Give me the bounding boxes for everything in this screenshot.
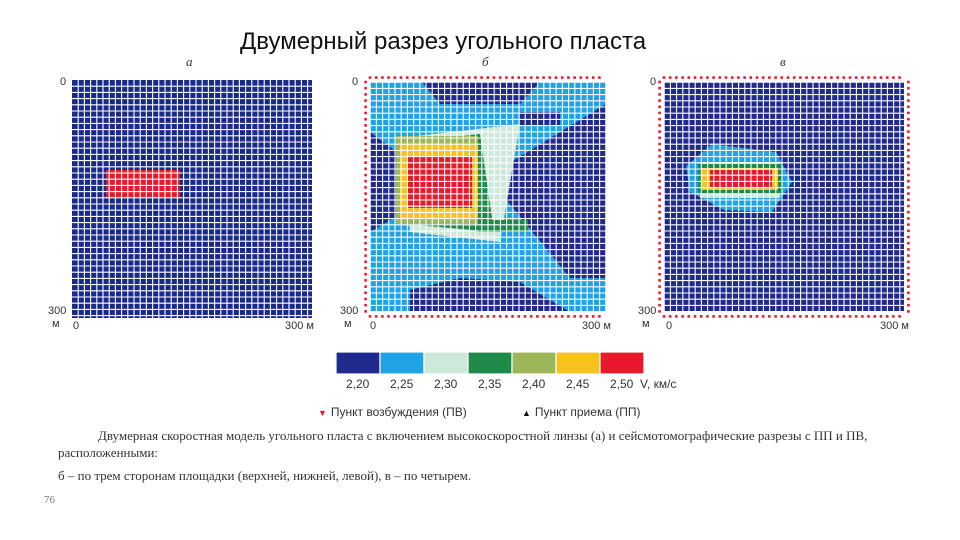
receiver-point-legend: ▲ Пункт приема (ПП) bbox=[522, 405, 640, 419]
panel-a-velocity-grid bbox=[72, 80, 312, 318]
receiver-point-label: Пункт приема (ПП) bbox=[534, 405, 641, 419]
panel-b-letter: б bbox=[482, 54, 489, 69]
panel-a-letter: а bbox=[186, 54, 193, 69]
scale-swatch-5 bbox=[555, 352, 601, 375]
page-number: 76 bbox=[44, 494, 55, 506]
scale-tick-0: 2,20 bbox=[346, 377, 370, 391]
panel-a-background bbox=[72, 80, 312, 318]
scale-swatch-1 bbox=[379, 352, 425, 375]
panel-a-y-bottom-label: 300 bbox=[48, 305, 67, 317]
velocity-unit-label: V, км/с bbox=[640, 377, 677, 391]
panel-c-y-bottom-label: 300 bbox=[638, 305, 657, 317]
panel-c-y-top-label: 0 bbox=[650, 76, 657, 88]
high-velocity-lens bbox=[106, 170, 180, 198]
velocity-color-scale bbox=[336, 352, 645, 375]
grid-lines bbox=[658, 76, 910, 318]
scale-tick-2: 2,30 bbox=[434, 377, 458, 391]
caption-sub: б – по трем сторонам площадки (верхней, … bbox=[58, 468, 472, 483]
panel-c-letter: в bbox=[780, 54, 786, 69]
panel-c-y-unit-label: м bbox=[642, 318, 650, 330]
panel-b-y-unit-label: м bbox=[344, 318, 352, 330]
panel-b-x-left-label: 0 bbox=[370, 320, 377, 332]
scale-tick-3: 2,35 bbox=[478, 377, 502, 391]
panel-b-tomography-grid bbox=[364, 76, 608, 318]
velocity-zone-red bbox=[408, 156, 472, 208]
panel-c-tomography-grid bbox=[658, 76, 910, 318]
scale-swatch-0 bbox=[336, 352, 381, 375]
source-marker-icon: ▼ bbox=[318, 408, 327, 418]
source-point-legend: ▼ Пункт возбуждения (ПВ) bbox=[318, 405, 467, 419]
velocity-tail-green bbox=[478, 220, 528, 232]
scale-swatch-6 bbox=[599, 352, 645, 375]
figure-caption: Двумерная скоростная модель угольного пл… bbox=[58, 427, 918, 484]
scale-tick-6: 2,50 bbox=[610, 377, 634, 391]
slide-title: Двумерный разрез угольного пласта bbox=[240, 28, 647, 55]
grid-lines bbox=[72, 80, 312, 318]
panel-b-y-top-label: 0 bbox=[352, 76, 359, 88]
source-receiver-markers bbox=[658, 76, 910, 318]
scale-swatch-2 bbox=[423, 352, 469, 375]
panel-a-y-top-label: 0 bbox=[60, 76, 67, 88]
panel-c-x-right-label: 300 м bbox=[880, 320, 909, 332]
scale-tick-1: 2,25 bbox=[390, 377, 414, 391]
panel-a-x-left-label: 0 bbox=[73, 320, 80, 332]
panel-b-x-right-label: 300 м bbox=[582, 320, 611, 332]
anomaly-right bbox=[498, 104, 606, 278]
anomaly-top bbox=[422, 82, 540, 104]
scale-tick-5: 2,45 bbox=[566, 377, 590, 391]
velocity-zone-red bbox=[710, 170, 772, 188]
source-receiver-markers bbox=[364, 76, 601, 318]
scale-swatch-3 bbox=[467, 352, 513, 375]
source-point-label: Пункт возбуждения (ПВ) bbox=[330, 405, 467, 419]
panel-a-y-unit-label: м bbox=[52, 318, 60, 330]
grid-lines bbox=[364, 76, 608, 318]
panel-a-x-right-label: 300 м bbox=[285, 320, 314, 332]
panel-b-y-bottom-label: 300 bbox=[340, 305, 359, 317]
receiver-marker-icon: ▲ bbox=[522, 408, 531, 418]
caption-main: Двумерная скоростная модель угольного пл… bbox=[58, 428, 868, 460]
panel-c-x-left-label: 0 bbox=[666, 320, 673, 332]
scale-tick-4: 2,40 bbox=[522, 377, 546, 391]
scale-swatch-4 bbox=[511, 352, 557, 375]
